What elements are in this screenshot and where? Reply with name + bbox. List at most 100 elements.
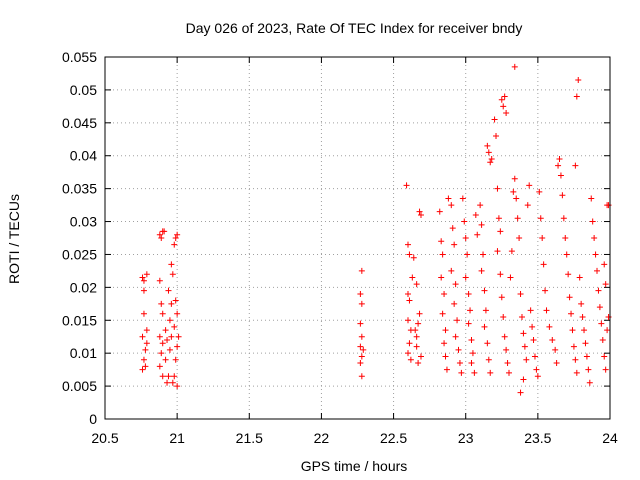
data-point [169, 379, 176, 386]
data-point [415, 360, 422, 367]
data-point [500, 313, 507, 320]
data-point [159, 310, 166, 317]
data-point [156, 333, 163, 340]
data-point [510, 188, 517, 195]
data-point [481, 287, 488, 294]
data-point [589, 218, 596, 225]
data-point [140, 310, 147, 317]
x-tick-label: 23 [458, 430, 474, 446]
data-point [464, 251, 471, 258]
data-point [478, 221, 485, 228]
data-point [436, 208, 443, 215]
data-point [480, 251, 487, 258]
data-point [516, 235, 523, 241]
data-point [573, 93, 580, 100]
data-point [168, 333, 175, 340]
x-tick-label: 21 [169, 430, 185, 446]
data-point [456, 360, 463, 367]
data-point [162, 327, 169, 334]
data-point [508, 248, 515, 255]
data-point [537, 215, 544, 222]
y-tick-label: 0.015 [62, 312, 97, 328]
data-point [405, 290, 411, 297]
data-point [583, 353, 590, 360]
data-point [159, 373, 166, 380]
data-point [158, 350, 165, 357]
data-point [156, 363, 163, 370]
data-point [529, 323, 536, 330]
data-point [139, 366, 146, 373]
data-point [474, 231, 481, 238]
data-point [407, 356, 414, 363]
data-point [416, 208, 423, 215]
data-point [520, 330, 527, 337]
data-point [534, 373, 541, 380]
data-point [405, 350, 411, 357]
data-point [140, 287, 147, 294]
data-point [459, 195, 466, 202]
data-point [501, 333, 508, 340]
data-point [605, 202, 612, 209]
data-point [494, 248, 501, 255]
data-point [598, 320, 605, 327]
data-point [533, 366, 540, 373]
data-point [582, 340, 589, 347]
y-tick-label: 0 [89, 411, 97, 427]
data-point [604, 327, 611, 334]
data-point [578, 300, 585, 307]
data-point [497, 228, 504, 235]
data-point [513, 195, 520, 202]
data-point [520, 376, 527, 383]
data-point [143, 271, 150, 278]
data-point [461, 218, 468, 225]
y-axis-label: ROTI / TECUs [6, 194, 22, 284]
data-point [357, 360, 364, 367]
data-point [576, 274, 583, 281]
data-point [441, 290, 448, 297]
data-point [493, 132, 500, 139]
data-point [527, 307, 534, 314]
y-tick-label: 0.05 [70, 82, 97, 98]
data-point [139, 333, 146, 340]
data-point [501, 93, 508, 100]
data-point [605, 313, 612, 320]
x-tick-label: 20.5 [91, 430, 118, 446]
data-point [488, 156, 495, 163]
data-point [451, 300, 458, 307]
data-point [416, 310, 423, 317]
y-tick-label: 0.02 [70, 279, 97, 295]
data-point [465, 290, 472, 297]
data-point [495, 215, 502, 222]
data-point [413, 281, 420, 288]
data-points [139, 63, 612, 396]
data-point [143, 340, 150, 347]
x-tick-label: 23.5 [524, 430, 551, 446]
x-axis-label: GPS time / hours [301, 458, 408, 474]
data-point [140, 277, 147, 284]
data-point [517, 290, 524, 297]
data-point [503, 346, 510, 353]
data-point [511, 175, 518, 182]
data-point [415, 320, 422, 327]
data-point [546, 323, 553, 330]
y-tick-label: 0.04 [70, 148, 97, 164]
data-point [557, 172, 564, 179]
data-point [487, 159, 494, 166]
data-point [172, 297, 179, 304]
y-tick-label: 0.01 [70, 345, 97, 361]
data-point [142, 346, 149, 353]
data-point [357, 343, 364, 350]
data-point [442, 353, 449, 360]
data-point [570, 343, 577, 350]
chart-title: Day 026 of 2023, Rate Of TEC Index for r… [186, 20, 523, 36]
data-point [165, 373, 172, 380]
data-point [417, 211, 424, 218]
data-point [439, 310, 446, 317]
data-point [174, 383, 181, 390]
data-point [485, 149, 492, 156]
data-point [158, 235, 165, 241]
data-point [599, 337, 606, 344]
data-point [169, 271, 176, 278]
data-point [562, 235, 569, 241]
data-point [553, 360, 560, 367]
